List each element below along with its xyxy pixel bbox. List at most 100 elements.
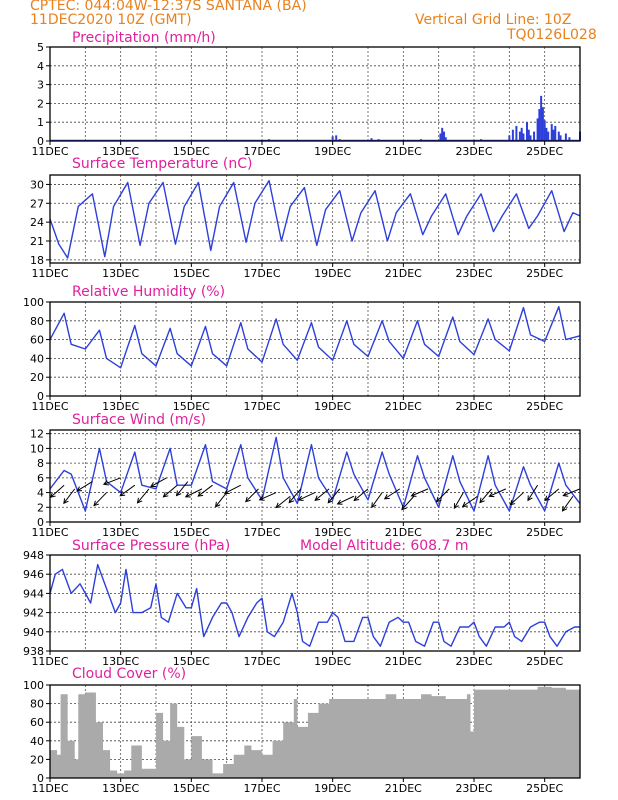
x-tick-label: 13DEC (102, 400, 139, 413)
wind-arrow (259, 492, 277, 501)
wind-arrow (215, 492, 228, 508)
wind-arrow (50, 484, 65, 498)
precip-bar (439, 133, 442, 141)
wind-arrow (119, 484, 136, 497)
x-tick-label: 19DEC (314, 655, 351, 668)
panel-title: Precipitation (mm/h) (72, 30, 216, 46)
wind-arrow (197, 484, 213, 497)
panel-frame (49, 174, 581, 264)
y-tick-label: 40 (30, 352, 44, 365)
wind-arrow (327, 488, 341, 504)
wind-arrow-head (162, 491, 169, 498)
precip-bar (441, 127, 444, 141)
panel-frame (49, 684, 581, 779)
cloud-area (50, 686, 580, 778)
y-tick-label: 18 (30, 254, 44, 267)
wind-arrow (176, 481, 189, 496)
y-tick-label: 2 (37, 97, 44, 110)
precip-bar (564, 133, 567, 141)
wind-arrow-head (197, 491, 204, 497)
wind-arrow-head (461, 501, 468, 508)
wind-arrow-head (258, 495, 265, 501)
temperature-line (49, 179, 581, 259)
x-tick-label: 19DEC (314, 400, 351, 413)
x-tick-label: 15DEC (173, 782, 210, 795)
wind-arrow (76, 481, 93, 492)
x-tick-label: 13DEC (102, 526, 139, 539)
humidity-line (49, 306, 581, 369)
precip-bar (538, 109, 541, 141)
wind-arrow-head (149, 482, 156, 488)
wind-arrow-head (288, 497, 295, 504)
y-tick-label: 6 (37, 472, 44, 485)
y-tick-label: 0 (37, 772, 44, 785)
wind-arrow (224, 484, 242, 494)
panel-temperature: 18 21 24 27 30 11DEC 13DEC 15DEC 17DEC 19DEC 21DEC… (30, 156, 581, 280)
wind-arrow (275, 495, 291, 508)
wind-arrow (489, 488, 507, 497)
y-tick-label: 1 (37, 116, 44, 129)
y-tick-label: 100 (23, 296, 44, 309)
y-tick-label: 12 (30, 428, 44, 441)
precip-bar (444, 137, 447, 141)
wind-arrow (137, 488, 150, 504)
y-tick-label: 0 (37, 516, 44, 529)
panel-title: Cloud Cover (%) (72, 666, 186, 682)
x-tick-label: 17DEC (243, 400, 280, 413)
precip-bar (536, 118, 539, 141)
x-tick-label: 11DEC (31, 526, 68, 539)
model-altitude: Model Altitude: 608.7 m (300, 538, 469, 554)
x-tick-label: 13DEC (102, 782, 139, 795)
precip-bar (522, 133, 525, 141)
y-tick-label: 4 (37, 487, 44, 500)
wind-arrow-head (136, 497, 143, 504)
y-tick-label: 60 (30, 334, 44, 347)
x-tick-label: 11DEC (31, 400, 68, 413)
x-tick-label: 21DEC (385, 782, 422, 795)
wind-arrow-head (184, 492, 191, 498)
y-tick-label: 8 (37, 457, 44, 470)
precip-bar (508, 135, 511, 141)
precip-bar (526, 122, 528, 141)
precip-bar (557, 131, 560, 141)
precip-bar (545, 127, 548, 141)
wind-arrow (185, 488, 203, 498)
wind-arrow-head (527, 495, 533, 502)
precip-bar (370, 138, 373, 141)
wind-arrow-head (102, 480, 109, 486)
wind-arrow-head (76, 486, 83, 492)
wind-arrow-head (49, 492, 56, 498)
x-tick-label: 17DEC (243, 782, 280, 795)
wind-arrow (337, 495, 355, 505)
wind-arrow-head (223, 488, 230, 494)
wind-arrow (103, 477, 121, 485)
x-tick-label: 23DEC (455, 267, 492, 280)
wind-arrow-head (561, 505, 568, 512)
wind-arrow-head (479, 497, 485, 504)
precip-bar (442, 131, 445, 141)
chart-header: CPTEC: 044:04W-12:37S SANTANA (BA) 11DEC… (0, 0, 618, 50)
station-title: CPTEC: 044:04W-12:37S SANTANA (BA) (30, 0, 307, 14)
precip-bar (520, 127, 523, 141)
x-tick-label: 25DEC (526, 655, 563, 668)
wind-arrow-head (336, 499, 343, 505)
wind-arrow (436, 488, 450, 502)
x-tick-label: 11DEC (31, 655, 68, 668)
wind-arrow (353, 488, 369, 501)
wind-arrow-head (297, 495, 304, 501)
wind-arrow-head (509, 499, 516, 506)
wind-arrow (462, 495, 478, 507)
panel-frame (49, 554, 581, 652)
y-tick-label: 100 (23, 679, 44, 692)
panel-precipitation: 0 1 2 3 4 5 11DEC 13DEC 15DEC 17DEC 19DEC 21DEC 23DE… (31, 30, 581, 158)
wind-arrow (163, 484, 178, 498)
precip-bar (568, 137, 571, 141)
x-tick-label: 15DEC (173, 145, 210, 158)
x-tick-label: 23DEC (455, 145, 492, 158)
y-tick-label: 10 (30, 442, 44, 455)
x-tick-label: 11DEC (31, 267, 68, 280)
run-code: TQ0126L028 (507, 27, 597, 43)
x-tick-label: 23DEC (455, 526, 492, 539)
x-tick-label: 23DEC (455, 782, 492, 795)
